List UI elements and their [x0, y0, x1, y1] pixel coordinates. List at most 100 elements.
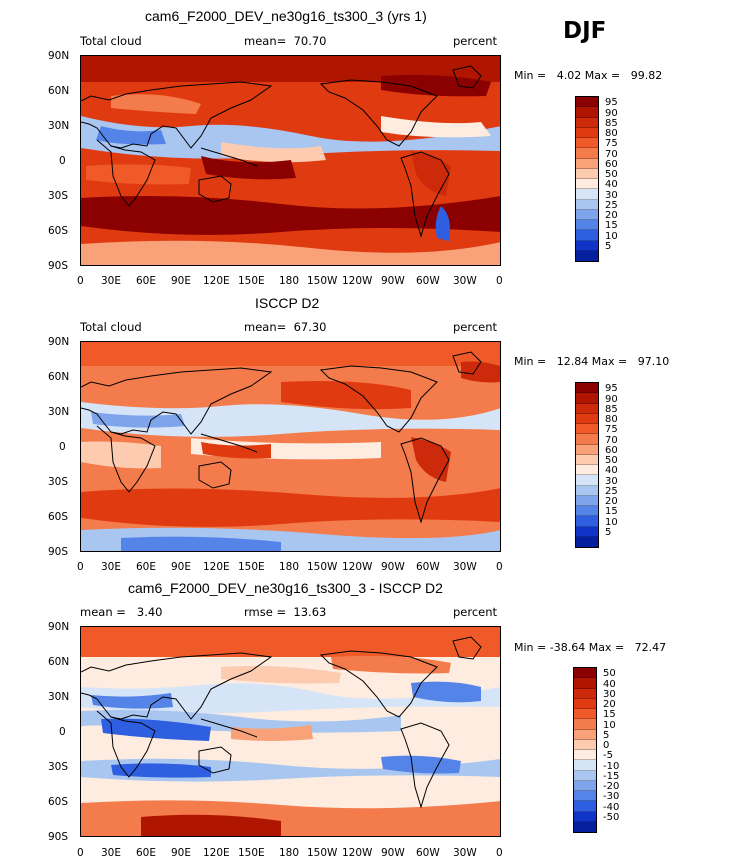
lat-tick-label: 90S — [48, 831, 69, 843]
lat-tick-label: 60N — [48, 85, 70, 97]
lon-tick-label: 90E — [171, 561, 191, 573]
colorbar-swatch — [576, 454, 598, 465]
colorbar-level-label: 40 — [603, 678, 616, 690]
colorbar-level-label: 30 — [605, 189, 618, 201]
lat-tick-label: 30S — [48, 761, 69, 773]
colorbar-level-label: 90 — [605, 393, 618, 405]
lon-tick-label: 180 — [279, 275, 300, 287]
lon-tick-label: 90W — [381, 847, 405, 859]
colorbar-level-label: 10 — [605, 230, 618, 242]
min-max-readout: Min = -38.64 Max = 72.47 — [514, 641, 666, 654]
colorbar-swatch — [574, 668, 596, 679]
min-value: -38.64 — [549, 641, 586, 654]
min-label: Min = — [514, 355, 547, 368]
colorbar-swatch — [576, 526, 598, 537]
colorbar-level-label: 75 — [605, 138, 618, 150]
colorbar-swatch — [574, 811, 596, 822]
colorbar-level-label: 70 — [605, 434, 618, 446]
colorbar-level-label: 10 — [603, 719, 616, 731]
lon-tick-label: 120E — [203, 561, 230, 573]
colorbar-swatch — [576, 495, 598, 506]
lon-tick-label: 120E — [203, 847, 230, 859]
lat-tick-label: 30N — [48, 120, 70, 132]
colorbar-level-label: 20 — [605, 496, 618, 507]
min-label: Min = — [514, 641, 547, 654]
colorbar-swatch — [574, 750, 596, 761]
colorbar-swatch — [576, 240, 598, 251]
colorbar-swatch — [576, 199, 598, 210]
lon-tick-label: 90W — [381, 561, 405, 573]
lat-tick-label: 90N — [48, 50, 70, 62]
lon-tick-label: 150E — [238, 847, 265, 859]
min-value: 4.02 — [556, 69, 582, 82]
lon-tick-label: 60W — [416, 275, 440, 287]
colorbar-swatch — [574, 698, 596, 709]
colorbar-level-label: 10 — [605, 516, 618, 528]
mean-label: mean= 70.70 — [244, 34, 327, 48]
lon-tick-label: 0 — [77, 275, 84, 287]
colorbar-swatch — [574, 709, 596, 720]
lon-tick-label: 30W — [453, 561, 477, 573]
colorbar-swatch — [576, 138, 598, 149]
units-label: percent — [453, 34, 498, 48]
diff-mean-value: 3.40 — [136, 605, 163, 619]
colorbar-level-label: 30 — [603, 688, 616, 700]
colorbar-swatch — [576, 168, 598, 179]
colorbar-level-label: 95 — [605, 383, 618, 395]
max-label: Max = — [588, 641, 625, 654]
max-label: Max = — [584, 69, 621, 82]
lon-tick-label: 30W — [453, 275, 477, 287]
field-label: Total cloud — [80, 34, 142, 48]
panel-title: cam6_F2000_DEV_ne30g16_ts300_3 - ISCCP D… — [128, 580, 443, 596]
lat-tick-label: 0 — [59, 441, 66, 453]
mean-value: 70.70 — [293, 34, 327, 48]
season-label: DJF — [563, 18, 607, 44]
colorbar-swatch — [576, 403, 598, 414]
colorbar-swatch — [574, 719, 596, 730]
colorbar-level-label: 20 — [605, 210, 618, 221]
map-field — [81, 342, 500, 551]
lon-tick-label: 150W — [307, 847, 338, 859]
colorbar-level-label: 25 — [605, 199, 618, 211]
colorbar-level-label: -15 — [603, 770, 620, 782]
colorbar-swatch — [574, 821, 596, 832]
lon-tick-label: 0 — [77, 561, 84, 573]
min-max-readout: Min = 4.02 Max = 99.82 — [514, 69, 662, 82]
colorbar-swatch — [576, 383, 598, 394]
lat-tick-label: 30S — [48, 476, 69, 488]
lat-tick-label: 30S — [48, 190, 69, 202]
colorbar — [573, 667, 597, 833]
colorbar-swatch — [576, 393, 598, 404]
colorbar-level-label: 5 — [603, 729, 610, 741]
colorbar-level-label: 85 — [605, 403, 618, 415]
colorbar-level-label: 15 — [605, 220, 618, 232]
colorbar-swatch — [576, 250, 598, 261]
colorbar-swatch — [574, 770, 596, 781]
lat-tick-label: 90N — [48, 621, 70, 633]
colorbar-level-label: 60 — [605, 158, 618, 170]
colorbar-level-label: 60 — [605, 444, 618, 456]
colorbar-level-label: 5 — [605, 240, 612, 252]
lon-tick-label: 60W — [416, 847, 440, 859]
map-field — [81, 56, 500, 265]
colorbar-swatch — [576, 230, 598, 241]
lon-tick-label: 90W — [381, 275, 405, 287]
lon-tick-label: 120W — [342, 561, 373, 573]
colorbar-swatch — [574, 729, 596, 740]
lon-tick-label: 0 — [496, 275, 503, 287]
lon-tick-label: 150E — [238, 561, 265, 573]
colorbar-swatch — [576, 424, 598, 435]
lon-tick-label: 120W — [342, 275, 373, 287]
lon-tick-label: 150E — [238, 275, 265, 287]
colorbar-level-label: 20 — [603, 699, 616, 710]
rmse-label-text: rmse = — [244, 605, 287, 619]
colorbar-level-label: -10 — [603, 760, 620, 772]
colorbar-swatch — [576, 179, 598, 190]
lat-tick-label: 90S — [48, 260, 69, 272]
lat-tick-label: 60S — [48, 225, 69, 237]
lat-tick-label: 30N — [48, 691, 70, 703]
field-label: Total cloud — [80, 320, 142, 334]
colorbar-swatch — [574, 791, 596, 802]
units-label: percent — [453, 320, 498, 334]
mean-label-text: mean= — [244, 34, 287, 48]
